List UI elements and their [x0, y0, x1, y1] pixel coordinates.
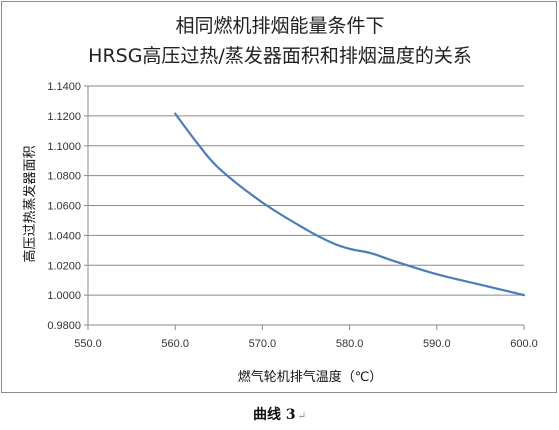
y-tick-label: 1.1000 — [47, 141, 81, 153]
chart-title-line-2: HRSG高压过热/蒸发器面积和排烟温度的关系 — [88, 45, 472, 67]
chart: 相同燃机排烟能量条件下 HRSG高压过热/蒸发器面积和排烟温度的关系 0.980… — [22, 15, 538, 385]
x-tick-label: 580.0 — [336, 338, 364, 350]
series-line — [174, 112, 526, 297]
x-axis-title: 燃气轮机排气温度（℃） — [238, 369, 383, 385]
y-tick-label: 1.0400 — [47, 230, 81, 242]
y-axis-title: 高压过热蒸发器面积 — [22, 145, 38, 262]
y-tick-label: 1.0000 — [47, 290, 81, 302]
chart-frame — [1, 1, 557, 393]
x-tick-label: 560.0 — [161, 338, 189, 350]
series-layer — [174, 112, 526, 297]
y-tick-label: 1.0200 — [47, 260, 81, 272]
y-tick-label: 1.1400 — [47, 81, 81, 93]
x-tick-label: 600.0 — [510, 338, 538, 350]
caption-text: 曲线 3 — [252, 407, 296, 423]
y-tick-label: 1.0800 — [47, 171, 81, 183]
x-tick-labels: 550.0 560.0 570.0 580.0 590.0 600.0 — [74, 338, 538, 350]
grid-lines — [88, 85, 524, 296]
axes — [84, 85, 525, 330]
y-tick-label: 0.9800 — [47, 320, 81, 332]
chart-title-line-1: 相同燃机排烟能量条件下 — [175, 15, 384, 37]
x-tick-label: 550.0 — [74, 338, 102, 350]
paragraph-mark-icon: ↵ — [297, 411, 306, 422]
y-tick-label: 1.1200 — [47, 111, 81, 123]
figure-caption: 曲线 3 ↵ — [0, 404, 559, 424]
x-tick-label: 590.0 — [423, 338, 451, 350]
y-tick-labels: 0.9800 1.0000 1.0200 1.0400 1.0600 1.0800 1.10… — [47, 81, 81, 332]
y-tick-label: 1.0600 — [47, 201, 81, 213]
x-tick-label: 570.0 — [249, 338, 277, 350]
